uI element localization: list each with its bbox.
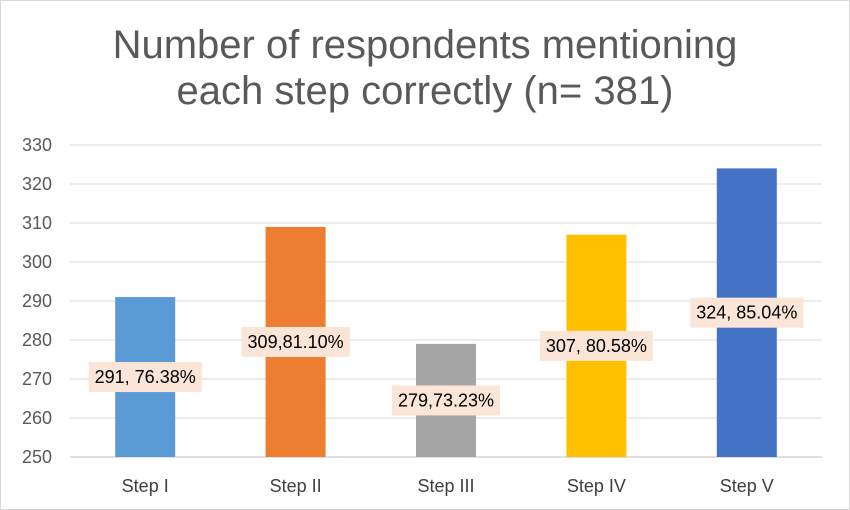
x-tick-label: Step I: [122, 476, 169, 496]
y-tick-label: 320: [22, 174, 52, 194]
y-tick-label: 250: [22, 447, 52, 467]
y-tick-label: 260: [22, 408, 52, 428]
x-tick-label: Step III: [417, 476, 474, 496]
data-label: 307, 80.58%: [546, 336, 647, 356]
data-label: 309,81.10%: [248, 332, 344, 352]
data-label-background: [690, 297, 804, 328]
data-label-background: [241, 326, 350, 357]
x-tick-label: Step II: [270, 476, 322, 496]
data-label-background: [539, 330, 653, 361]
y-tick-label: 280: [22, 330, 52, 350]
x-tick-label: Step V: [720, 476, 774, 496]
y-tick-label: 290: [22, 291, 52, 311]
y-tick-label: 300: [22, 252, 52, 272]
y-tick-label: 330: [22, 135, 52, 155]
data-label: 291, 76.38%: [95, 367, 196, 387]
data-label-background: [391, 385, 501, 416]
data-labels: 291, 76.38% 309,81.10% 279,73.23% 307, 80.5…: [88, 297, 804, 416]
x-axis: Step I Step II Step III Step IV Step V: [122, 476, 774, 496]
y-tick-label: 310: [22, 213, 52, 233]
data-label: 279,73.23%: [398, 390, 494, 410]
chart-title: Number of respondents mentioning each st…: [112, 23, 738, 113]
y-axis: 250 260 270 280 290 300 310 320 330: [22, 135, 52, 467]
x-tick-label: Step IV: [567, 476, 626, 496]
y-tick-label: 270: [22, 369, 52, 389]
data-label: 324, 85.04%: [696, 303, 797, 323]
data-label-background: [88, 362, 202, 393]
